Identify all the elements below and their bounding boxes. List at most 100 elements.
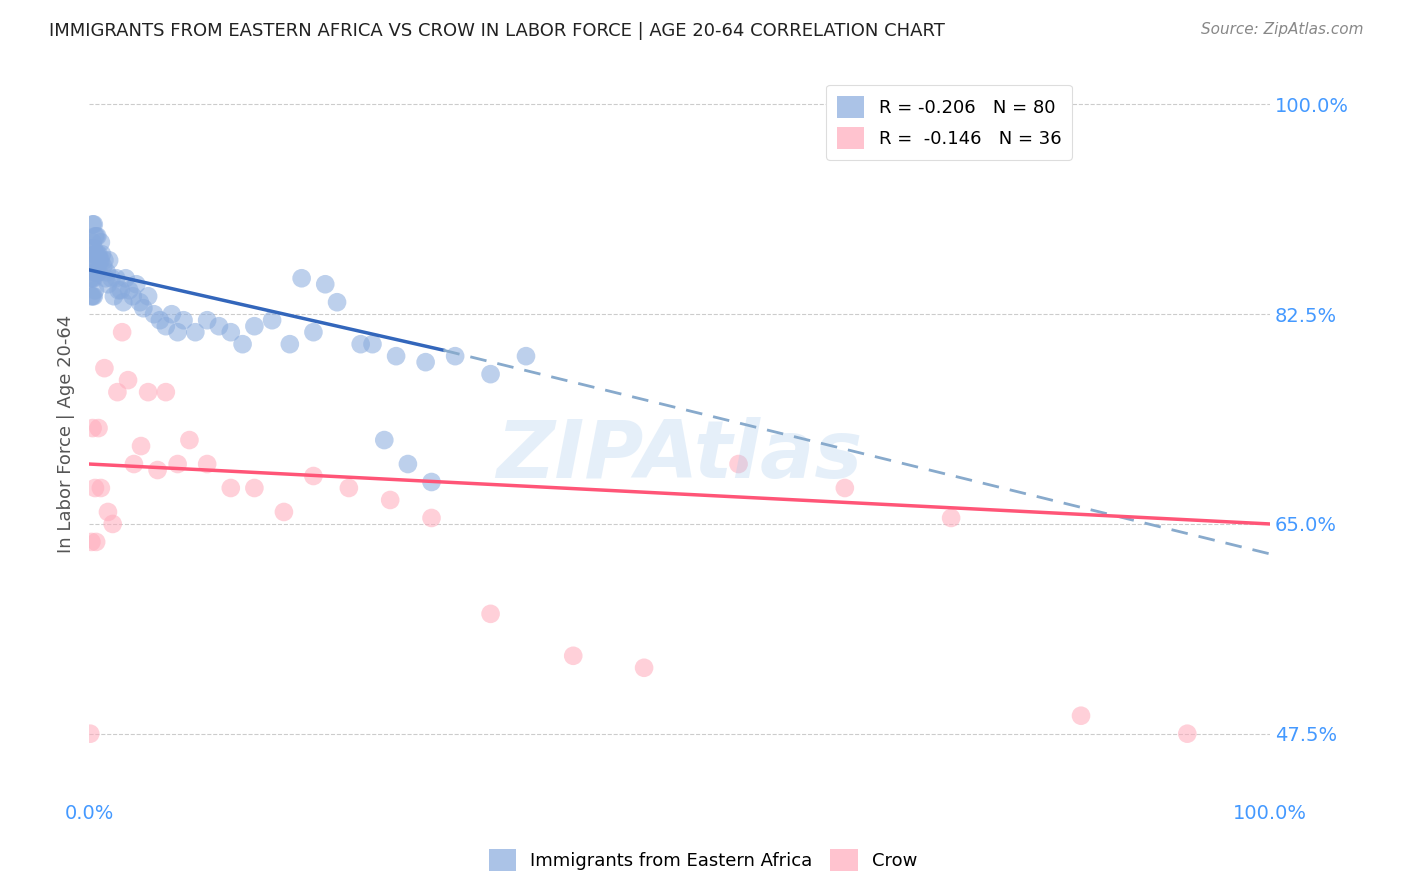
Point [87,421,110,435]
Point [100,271,122,285]
Point [118,283,141,297]
Point [114,271,136,285]
Point [326,295,349,310]
Point [166,457,188,471]
Point [208,319,231,334]
Point [112,295,135,310]
Point [83,289,105,303]
Point [146,463,169,477]
Point [132,301,155,316]
Point [103,289,125,303]
Point [90,253,112,268]
Point [361,337,384,351]
Point [79,241,101,255]
Point [184,325,207,339]
Point [350,337,373,351]
Point [80,535,103,549]
Point [84,265,107,279]
Point [633,661,655,675]
Point [86,229,108,244]
Text: ZIPAtlas: ZIPAtlas [496,417,863,495]
Point [82,271,104,285]
Point [90,481,112,495]
Point [79,271,101,285]
Point [89,253,111,268]
Point [97,277,120,292]
Point [91,247,114,261]
Point [195,313,218,327]
Point [93,253,115,268]
Point [84,265,107,279]
Point [94,271,117,285]
Point [84,481,107,495]
Point [1175,727,1198,741]
Point [173,313,195,327]
Point [155,319,177,334]
Point [90,235,112,250]
Point [278,337,301,351]
Point [373,433,395,447]
Point [83,241,105,255]
Text: IMMIGRANTS FROM EASTERN AFRICA VS CROW IN LABOR FORCE | AGE 20-64 CORRELATION CH: IMMIGRANTS FROM EASTERN AFRICA VS CROW I… [49,22,945,40]
Point [82,289,104,303]
Point [219,325,242,339]
Point [86,265,108,279]
Point [111,325,134,339]
Point [121,289,143,303]
Point [80,241,103,255]
Point [314,277,336,292]
Point [110,283,132,297]
Point [93,361,115,376]
Point [105,271,128,285]
Point [302,325,325,339]
Point [136,289,159,303]
Point [84,247,107,261]
Point [262,313,284,327]
Point [83,217,105,231]
Point [87,247,110,261]
Point [129,439,152,453]
Point [1070,708,1092,723]
Legend: R = -0.206   N = 80, R =  -0.146   N = 36: R = -0.206 N = 80, R = -0.146 N = 36 [827,85,1071,160]
Point [195,457,218,471]
Point [302,469,325,483]
Point [125,277,148,292]
Point [380,493,402,508]
Point [83,253,105,268]
Point [834,481,856,495]
Point [166,325,188,339]
Point [80,271,103,285]
Point [79,727,101,741]
Point [160,307,183,321]
Y-axis label: In Labor Force | Age 20-64: In Labor Force | Age 20-64 [58,315,75,553]
Point [273,505,295,519]
Point [82,235,104,250]
Point [291,271,314,285]
Point [337,481,360,495]
Point [219,481,242,495]
Point [444,349,467,363]
Point [420,475,443,489]
Point [96,265,118,279]
Point [107,385,129,400]
Point [420,511,443,525]
Point [98,253,121,268]
Point [136,385,159,400]
Point [84,229,107,244]
Point [82,217,104,231]
Point [87,265,110,279]
Point [396,457,419,471]
Point [86,247,108,261]
Point [107,283,129,297]
Point [562,648,585,663]
Point [82,253,104,268]
Point [515,349,537,363]
Text: Source: ZipAtlas.com: Source: ZipAtlas.com [1201,22,1364,37]
Point [415,355,437,369]
Point [80,289,103,303]
Point [243,319,266,334]
Point [128,295,150,310]
Legend: Immigrants from Eastern Africa, Crow: Immigrants from Eastern Africa, Crow [481,842,925,879]
Point [243,481,266,495]
Point [84,283,107,297]
